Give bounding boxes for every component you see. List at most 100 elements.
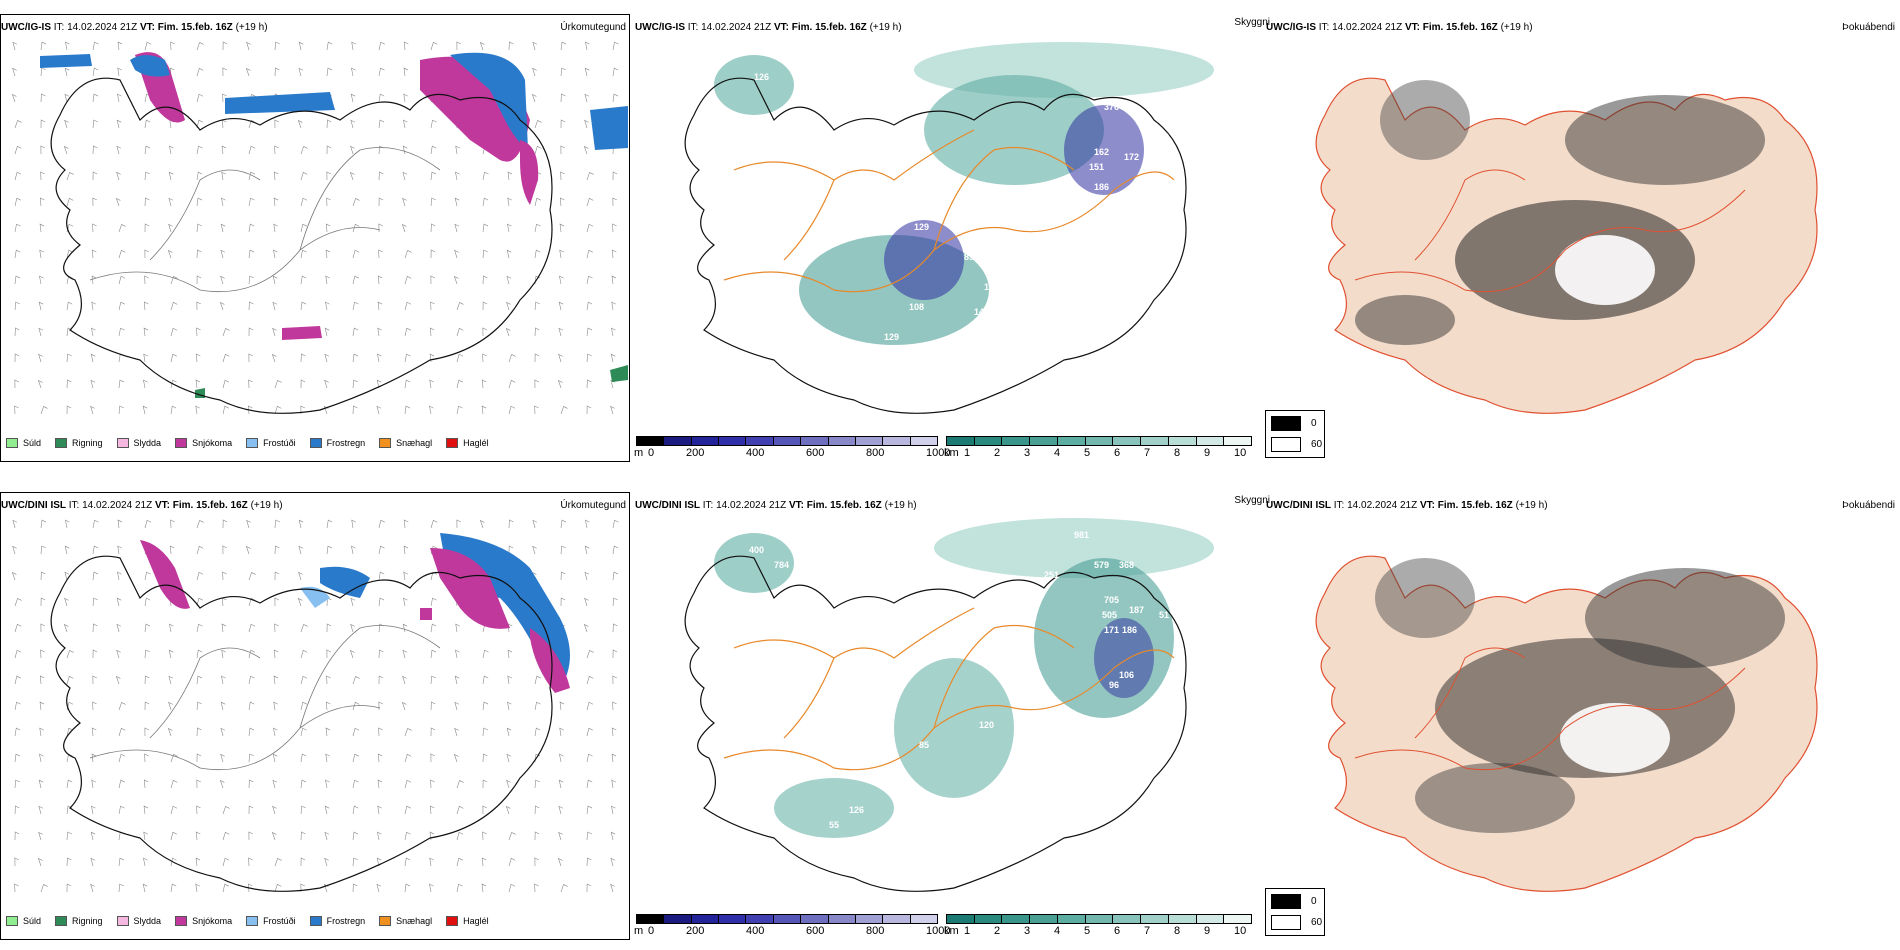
wind-barb <box>66 857 72 867</box>
wind-barb <box>378 197 384 207</box>
wind-barb <box>245 545 251 555</box>
wind-barb <box>14 883 19 893</box>
wind-barb <box>272 753 278 763</box>
wind-barb <box>611 753 617 763</box>
wind-barb <box>196 275 202 285</box>
wind-barb <box>300 857 306 867</box>
wind-barb <box>611 327 616 337</box>
colorbar-tick: 800 <box>866 925 885 937</box>
wind-barb <box>350 119 356 129</box>
wind-barb <box>14 649 22 659</box>
wind-barb <box>376 857 382 867</box>
wind-barb <box>248 675 255 685</box>
wind-barb <box>455 623 460 633</box>
wind-barb <box>325 223 331 233</box>
wind-barb <box>584 93 590 103</box>
wind-barb <box>91 275 97 285</box>
wind-barb <box>326 119 332 129</box>
wind-barb <box>144 675 150 685</box>
wind-barb <box>116 623 122 633</box>
wind-barb <box>144 197 150 207</box>
valid-label: VT: <box>139 22 155 33</box>
wind-barb <box>403 41 409 51</box>
wind-barb <box>92 171 98 181</box>
precip-type-panel-dini: UWC/DINI ISL IT: 14.02.2024 21Z VT: Fim.… <box>0 492 630 950</box>
wind-barb <box>274 883 282 893</box>
wind-barb <box>90 379 96 389</box>
colorbar-tick: 10 <box>1234 925 1247 937</box>
wind-barb <box>402 649 408 659</box>
wind-barb <box>558 779 564 789</box>
wind-barb <box>14 805 20 815</box>
colorbar-tick: 400 <box>746 447 765 459</box>
wind-barb <box>378 119 385 129</box>
wind-barb <box>222 883 229 893</box>
wind-barb <box>534 379 539 389</box>
vis-colorbar-ticks: km 1 2 3 4 5 6 7 8 9 10 <box>944 446 1252 459</box>
wind-barb <box>326 623 332 633</box>
wind-barb <box>378 93 385 103</box>
iceland-coastline <box>50 77 553 414</box>
wind-barb <box>456 327 464 337</box>
wind-barb <box>40 67 46 77</box>
wind-barb <box>559 249 564 259</box>
wind-barb <box>64 545 70 555</box>
wind-barb <box>583 145 589 155</box>
wind-barb <box>12 67 17 77</box>
wind-barb <box>376 883 382 893</box>
wind-barb <box>454 223 460 233</box>
panel-header: UWC/IG-IS IT: 14.02.2024 21Z VT: Fim. 15… <box>1 22 268 33</box>
wind-barb <box>40 171 45 181</box>
wind-barb <box>39 197 45 207</box>
wind-barb <box>612 41 619 51</box>
wind-barb <box>118 249 126 259</box>
wind-barb <box>170 41 175 51</box>
wind-barb <box>350 145 355 155</box>
wind-barb <box>378 675 384 685</box>
wind-barb <box>506 301 511 311</box>
wind-barb <box>506 753 512 763</box>
wind-barb <box>222 806 230 815</box>
wind-barb <box>118 405 124 415</box>
wind-barb <box>454 249 459 259</box>
wind-barb <box>144 623 151 633</box>
wind-barb <box>222 67 227 77</box>
visibility-value-label: 376 <box>1104 102 1119 112</box>
wind-barb <box>430 779 435 789</box>
wind-barb <box>66 779 73 789</box>
wind-barb <box>404 728 412 737</box>
wind-barb <box>610 857 616 867</box>
wind-barb <box>222 831 230 841</box>
wind-barb <box>560 545 566 555</box>
wind-barb <box>558 301 564 311</box>
wind-barb <box>196 805 201 815</box>
wind-barb <box>170 779 178 789</box>
wind-barb <box>586 172 594 181</box>
wind-barb <box>404 831 411 841</box>
wind-barb <box>429 805 435 815</box>
wind-barb <box>169 623 174 633</box>
wind-barb <box>454 727 459 737</box>
wind-barb <box>196 520 204 529</box>
wind-barb <box>40 623 45 633</box>
wind-barb <box>482 301 488 311</box>
wind-barb <box>378 41 385 51</box>
wind-barb <box>248 753 254 763</box>
wind-barb <box>532 519 538 529</box>
wind-barb <box>612 701 617 711</box>
wind-barb <box>220 223 226 233</box>
iceland-coastline <box>684 77 1187 414</box>
wind-barb <box>117 571 122 581</box>
wind-barb <box>196 171 203 181</box>
wind-barb <box>195 405 200 415</box>
wind-barb <box>14 779 20 789</box>
wind-barb <box>456 519 461 529</box>
visibility-value-label: 172 <box>1124 152 1139 162</box>
wind-barb <box>559 275 564 285</box>
wind-barb <box>300 779 307 789</box>
wind-barb <box>274 623 279 633</box>
wind-barb <box>195 379 201 389</box>
wind-barb <box>326 675 331 685</box>
wind-barb <box>560 171 565 181</box>
wind-barb <box>274 380 282 389</box>
